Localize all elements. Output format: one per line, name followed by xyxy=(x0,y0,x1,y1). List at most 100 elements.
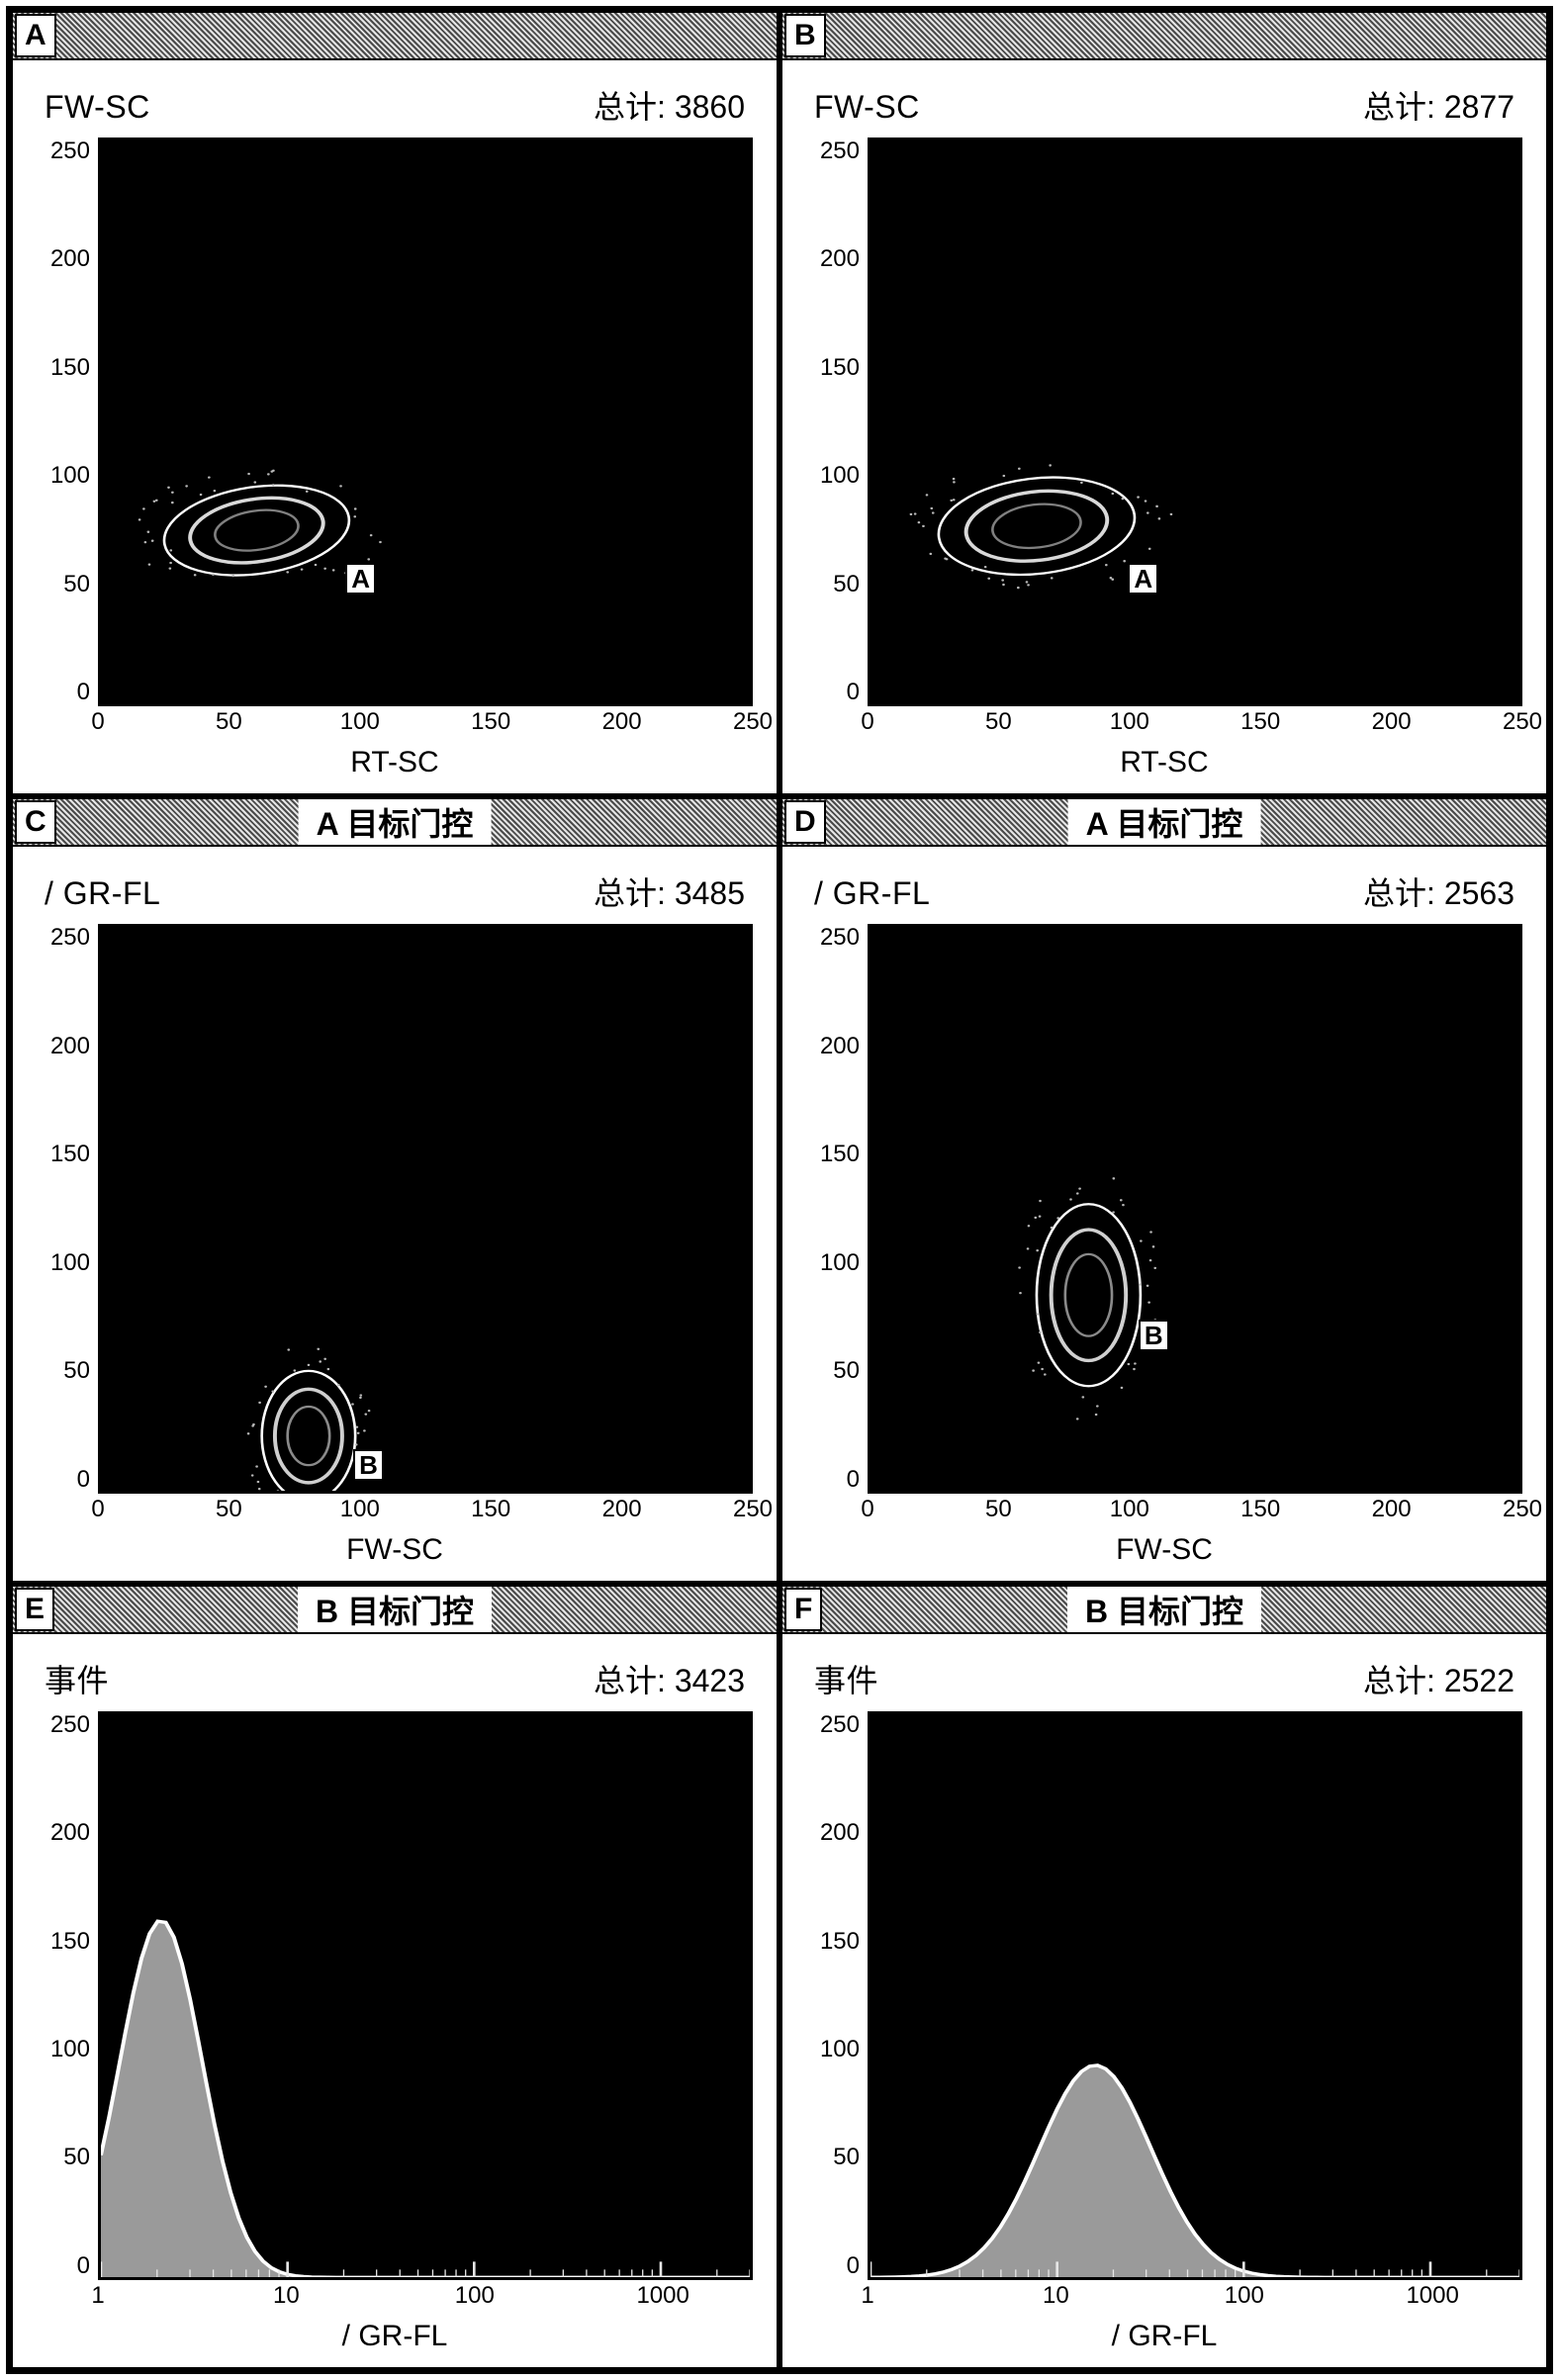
y-ticks: 250200150100500 xyxy=(37,1711,98,2280)
y-axis-name: / GR-FL xyxy=(814,875,930,912)
y-tick: 100 xyxy=(820,2036,860,2063)
panel-body: 事件总计: 34232502001501005001101001000/ GR-… xyxy=(13,1634,777,2367)
y-tick: 50 xyxy=(63,2144,90,2171)
y-tick: 100 xyxy=(820,462,860,490)
x-spacer xyxy=(37,2280,98,2316)
x-tick: 200 xyxy=(602,1496,642,1523)
total-count: 总计: 3423 xyxy=(594,1656,745,1701)
y-tick: 0 xyxy=(847,2252,860,2280)
x-tick: 10 xyxy=(1043,2282,1069,2310)
gate-label: B xyxy=(353,1449,384,1481)
panel-title: B 目标门控 xyxy=(298,1587,492,1634)
x-tick-row: 050100150200250 xyxy=(37,706,753,742)
x-tick: 0 xyxy=(861,708,873,736)
y-tick: 200 xyxy=(50,1033,90,1060)
x-tick: 100 xyxy=(340,708,380,736)
x-axis-label: FW-SC xyxy=(806,1529,1522,1573)
panel-C: CA 目标门控/ GR-FL总计: 3485250200150100500B05… xyxy=(10,796,780,1583)
x-tick: 200 xyxy=(602,708,642,736)
x-tick-row: 050100150200250 xyxy=(806,1494,1522,1529)
panel-letter: B xyxy=(784,14,826,57)
x-axis-label: / GR-FL xyxy=(806,2316,1522,2359)
y-tick: 50 xyxy=(833,571,860,598)
total-count: 总计: 3860 xyxy=(594,82,745,128)
titlebar-texture xyxy=(782,13,1546,58)
x-ticks: 1101001000 xyxy=(98,2280,753,2316)
y-tick: 50 xyxy=(63,1357,90,1385)
panel-body: FW-SC总计: 2877250200150100500A05010015020… xyxy=(782,60,1546,793)
y-tick: 100 xyxy=(50,2036,90,2063)
x-tick: 1000 xyxy=(1406,2282,1458,2310)
plot-row: 250200150100500A xyxy=(806,137,1522,706)
total-count: 总计: 2877 xyxy=(1363,82,1514,128)
x-tick: 0 xyxy=(91,708,104,736)
panel-letter: A xyxy=(15,14,56,57)
plot-wrap: 2502001501005001101001000/ GR-FL xyxy=(806,1711,1522,2359)
x-tick: 150 xyxy=(471,708,510,736)
panel-letter: F xyxy=(784,1588,822,1631)
y-tick: 200 xyxy=(820,245,860,273)
plot-area: B xyxy=(868,924,1522,1493)
gate-label: A xyxy=(345,563,376,595)
y-tick: 100 xyxy=(820,1249,860,1277)
plot-wrap: 2502001501005001101001000/ GR-FL xyxy=(37,1711,753,2359)
y-axis-name: 事件 xyxy=(45,1656,109,1701)
y-tick: 200 xyxy=(820,1819,860,1847)
x-tick: 100 xyxy=(1110,708,1149,736)
panel-header: FW-SC总计: 3860 xyxy=(37,78,753,137)
panel-title: A 目标门控 xyxy=(1068,799,1261,847)
panel-title: A 目标门控 xyxy=(299,799,492,847)
y-tick: 150 xyxy=(50,1141,90,1168)
titlebar-texture xyxy=(13,13,777,58)
x-tick: 250 xyxy=(733,708,773,736)
x-axis-label: / GR-FL xyxy=(37,2316,753,2359)
x-tick-row: 1101001000 xyxy=(37,2280,753,2316)
x-spacer xyxy=(806,1494,868,1529)
gate-label: A xyxy=(1128,563,1158,595)
x-spacer xyxy=(806,2280,868,2316)
plot-row: 250200150100500B xyxy=(806,924,1522,1493)
y-tick: 150 xyxy=(820,1928,860,1956)
total-prefix: 总计: xyxy=(594,89,666,125)
plot-row: 250200150100500 A xyxy=(37,137,753,706)
x-tick: 50 xyxy=(216,1496,242,1523)
total-value: 3485 xyxy=(675,875,745,911)
y-ticks: 250200150100500 xyxy=(37,137,98,706)
y-ticks: 250200150100500 xyxy=(806,1711,868,2280)
x-tick: 200 xyxy=(1372,708,1412,736)
x-tick: 1 xyxy=(861,2282,873,2310)
plot-wrap: 250200150100500A050100150200250RT-SC xyxy=(806,137,1522,785)
panel-header: 事件总计: 2522 xyxy=(806,1652,1522,1711)
plot-area xyxy=(868,1711,1522,2280)
y-tick: 250 xyxy=(50,1711,90,1739)
x-ticks: 050100150200250 xyxy=(868,706,1522,742)
plot-area xyxy=(98,1711,753,2280)
x-tick: 100 xyxy=(1110,1496,1149,1523)
x-tick-row: 050100150200250 xyxy=(37,1494,753,1529)
total-value: 2522 xyxy=(1444,1663,1514,1698)
y-tick: 200 xyxy=(820,1033,860,1060)
y-tick: 50 xyxy=(63,571,90,598)
cluster-svg xyxy=(101,140,750,703)
y-tick: 150 xyxy=(50,1928,90,1956)
y-tick: 150 xyxy=(820,354,860,382)
y-tick: 50 xyxy=(833,2144,860,2171)
y-tick: 0 xyxy=(847,679,860,706)
x-tick: 250 xyxy=(1503,708,1542,736)
y-tick: 50 xyxy=(833,1357,860,1385)
total-value: 3423 xyxy=(675,1663,745,1698)
panel-letter: C xyxy=(15,800,56,844)
x-tick: 150 xyxy=(1240,708,1280,736)
x-spacer xyxy=(806,706,868,742)
y-ticks: 250200150100500 xyxy=(806,924,868,1493)
plot-wrap: 250200150100500A050100150200250RT-SC xyxy=(37,137,753,785)
y-tick: 200 xyxy=(50,1819,90,1847)
total-value: 3860 xyxy=(675,89,745,125)
x-tick: 1000 xyxy=(636,2282,688,2310)
x-spacer xyxy=(37,706,98,742)
x-tick: 50 xyxy=(216,708,242,736)
histogram-svg xyxy=(101,1714,750,2277)
panel-title: B 目标门控 xyxy=(1067,1587,1261,1634)
total-count: 总计: 2522 xyxy=(1363,1656,1514,1701)
panel-body: / GR-FL总计: 2563250200150100500B050100150… xyxy=(782,847,1546,1580)
